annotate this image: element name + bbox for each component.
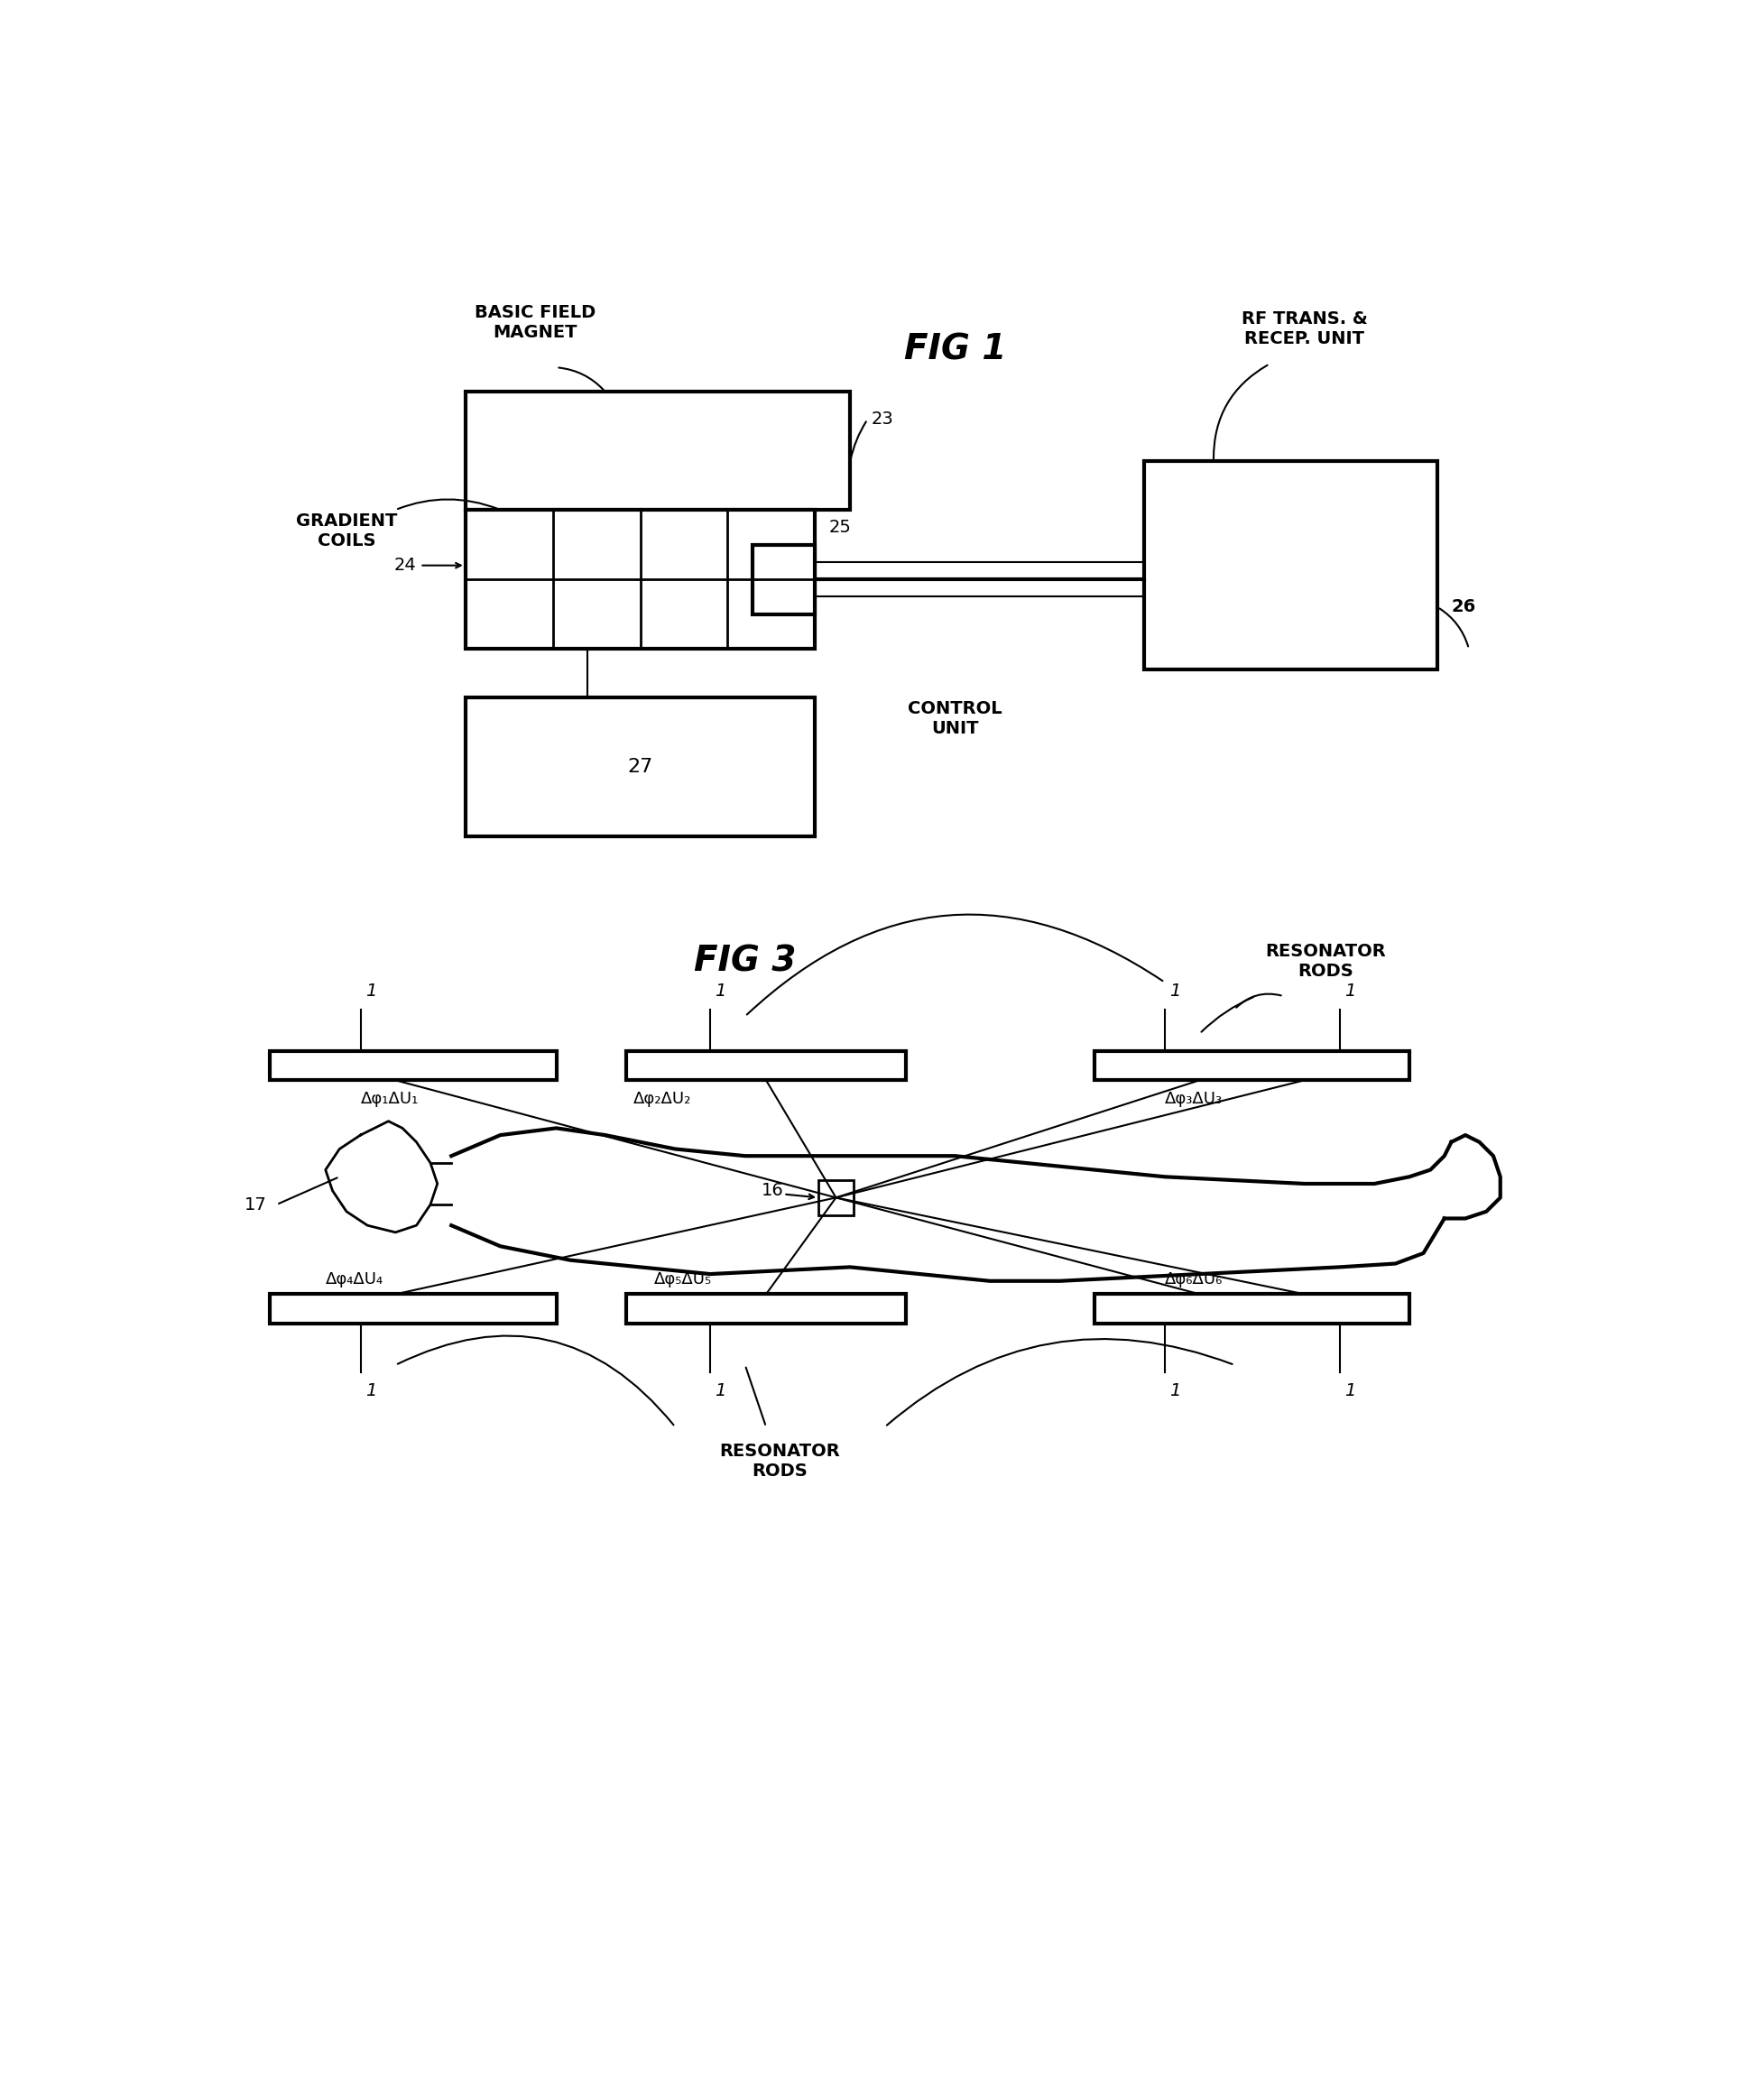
Bar	[270, 1052, 556, 1081]
Bar	[1143, 461, 1436, 670]
Text: Δφ₁ΔU₁: Δφ₁ΔU₁	[360, 1091, 418, 1106]
Text: 1: 1	[1170, 983, 1180, 999]
Text: RESONATOR
RODS: RESONATOR RODS	[720, 1443, 840, 1479]
Text: 27: 27	[628, 758, 653, 775]
Text: Δφ₂ΔU₂: Δφ₂ΔU₂	[633, 1091, 691, 1106]
Bar	[1094, 1295, 1409, 1324]
Bar	[626, 1295, 905, 1324]
Text: RESONATOR
RODS: RESONATOR RODS	[1265, 943, 1385, 980]
Text: GRADIENT
COILS: GRADIENT COILS	[296, 511, 397, 549]
Text: FIG 3: FIG 3	[693, 945, 796, 978]
Text: Δφ₃ΔU₃: Δφ₃ΔU₃	[1164, 1091, 1222, 1106]
Text: 17: 17	[243, 1196, 266, 1213]
Text: FIG 1: FIG 1	[903, 333, 1005, 367]
Text: Δφ₅ΔU₅: Δφ₅ΔU₅	[654, 1272, 711, 1286]
Text: CONTROL
UNIT: CONTROL UNIT	[907, 700, 1002, 737]
Text: 25: 25	[829, 520, 850, 536]
Text: 24: 24	[393, 557, 416, 574]
Bar	[466, 509, 815, 649]
Text: RF TRANS. &
RECEP. UNIT: RF TRANS. & RECEP. UNIT	[1240, 310, 1367, 348]
Text: Δφ₄ΔU₄: Δφ₄ΔU₄	[325, 1272, 383, 1286]
Bar	[818, 1179, 854, 1215]
Text: 1: 1	[1344, 983, 1355, 999]
Text: 1: 1	[1344, 1383, 1355, 1399]
Bar	[1094, 1052, 1409, 1081]
Text: 23: 23	[870, 411, 893, 427]
Bar	[626, 1052, 905, 1081]
Bar	[751, 545, 815, 614]
Text: 1: 1	[1170, 1383, 1180, 1399]
Text: 1: 1	[714, 983, 725, 999]
Text: 16: 16	[762, 1182, 783, 1198]
Text: 1: 1	[365, 983, 376, 999]
Text: 26: 26	[1450, 599, 1475, 616]
Bar	[466, 392, 850, 509]
Text: Δφ₆ΔU₆: Δφ₆ΔU₆	[1164, 1272, 1222, 1286]
Text: 1: 1	[365, 1383, 376, 1399]
Bar	[270, 1295, 556, 1324]
Bar	[466, 698, 815, 836]
Text: BASIC FIELD
MAGNET: BASIC FIELD MAGNET	[475, 304, 596, 341]
Text: 1: 1	[714, 1383, 725, 1399]
